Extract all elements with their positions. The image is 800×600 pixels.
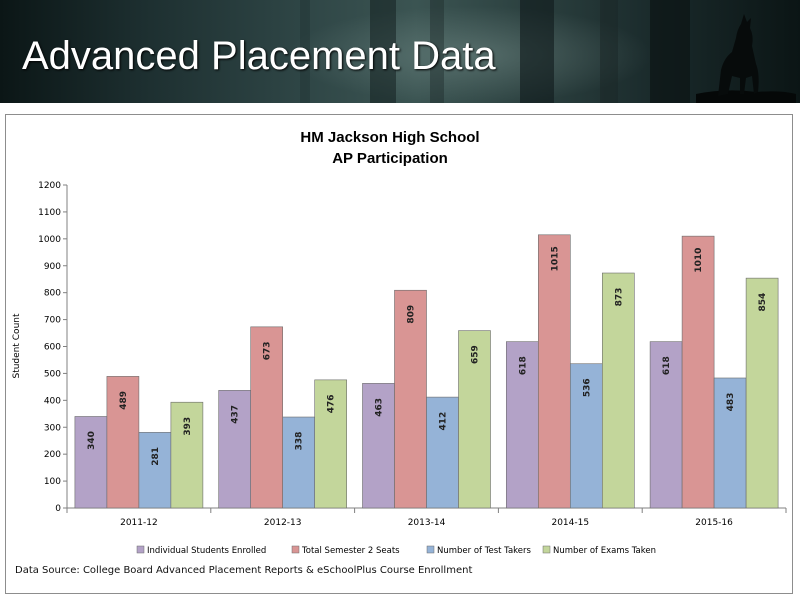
bar [170,401,204,509]
data-label: 1010 [694,248,704,273]
legend-swatch [136,545,145,554]
bar [601,272,635,509]
data-label: 489 [119,391,129,410]
data-label: 673 [263,341,273,360]
tree-trunk [650,0,690,103]
data-label: 338 [295,432,305,451]
y-axis-title: Student Count [12,313,22,378]
data-label: 873 [614,288,624,307]
x-tick-label: 2012-13 [264,518,302,528]
data-label: 618 [662,356,672,375]
y-tick-label: 700 [44,316,61,326]
title-banner: Advanced Placement Data [0,0,800,103]
data-label: 476 [327,394,337,413]
bar [74,416,108,509]
x-tick-label: 2013-14 [408,518,446,528]
bar [458,330,491,509]
legend-swatch [542,545,551,554]
y-tick-label: 800 [44,289,61,299]
y-tick-label: 900 [44,262,61,272]
legend-swatch [291,545,300,554]
tree-trunk [300,0,310,103]
howling-wolf-icon [696,14,796,103]
tree-trunk [520,0,554,103]
tree-trunk [600,0,618,103]
data-label: 536 [582,378,592,397]
y-tick-label: 600 [44,343,61,353]
x-tick-label: 2011-12 [120,518,158,528]
y-tick-label: 100 [44,477,61,487]
y-tick-label: 400 [44,396,61,406]
data-label: 437 [231,405,241,424]
bar [426,396,459,509]
y-tick-label: 200 [44,450,61,460]
plot-area: 0 100 200 300 400 500 600 700 800 900 1000 1100 1200… [38,181,787,556]
bar [282,416,316,509]
bar [394,289,427,509]
data-label: 1015 [550,246,560,271]
y-tick-label: 500 [44,369,61,379]
legend-label: Individual Students Enrolled [147,546,266,556]
data-label: 809 [407,305,417,324]
bar [362,383,395,509]
x-tick-label: 2014-15 [551,518,589,528]
data-label: 483 [726,393,736,412]
data-label: 854 [758,293,768,312]
bar [537,234,571,509]
legend-swatch [426,545,435,554]
y-tick-label: 0 [55,504,61,514]
bar [505,341,539,509]
data-label: 412 [439,412,449,431]
ap-participation-chart: HM Jackson High School AP Participation … [12,129,787,556]
y-tick-label: 300 [44,423,61,433]
data-label: 393 [183,417,193,436]
bar [250,326,283,509]
y-tick-label: 1100 [38,208,61,218]
bar [569,363,603,509]
x-tick-label: 2015-16 [695,518,733,528]
bar [681,235,715,509]
legend-label: Number of Exams Taken [553,546,656,556]
data-label: 281 [151,447,161,466]
chart-title: HM Jackson High School [300,129,479,146]
data-label: 340 [87,431,97,450]
bar [138,432,172,509]
tree-trunk [430,0,444,103]
bar [745,277,779,509]
data-source-note: Data Source: College Board Advanced Plac… [15,565,473,576]
data-label: 463 [375,398,385,417]
bar [649,341,683,509]
tree-trunk [370,0,396,103]
bar [314,379,348,509]
chart-panel: HM Jackson High School AP Participation … [5,114,793,594]
y-tick-label: 1000 [38,235,61,245]
bar [218,390,251,509]
chart-subtitle: AP Participation [332,150,448,167]
bar [713,377,747,509]
slide-title: Advanced Placement Data [22,34,496,78]
legend-label: Number of Test Takers [437,546,532,556]
bar [106,376,140,509]
data-label: 618 [518,356,528,375]
legend-label: Total Semester 2 Seats [301,546,400,556]
y-tick-label: 1200 [38,181,61,191]
data-label: 659 [471,345,481,364]
